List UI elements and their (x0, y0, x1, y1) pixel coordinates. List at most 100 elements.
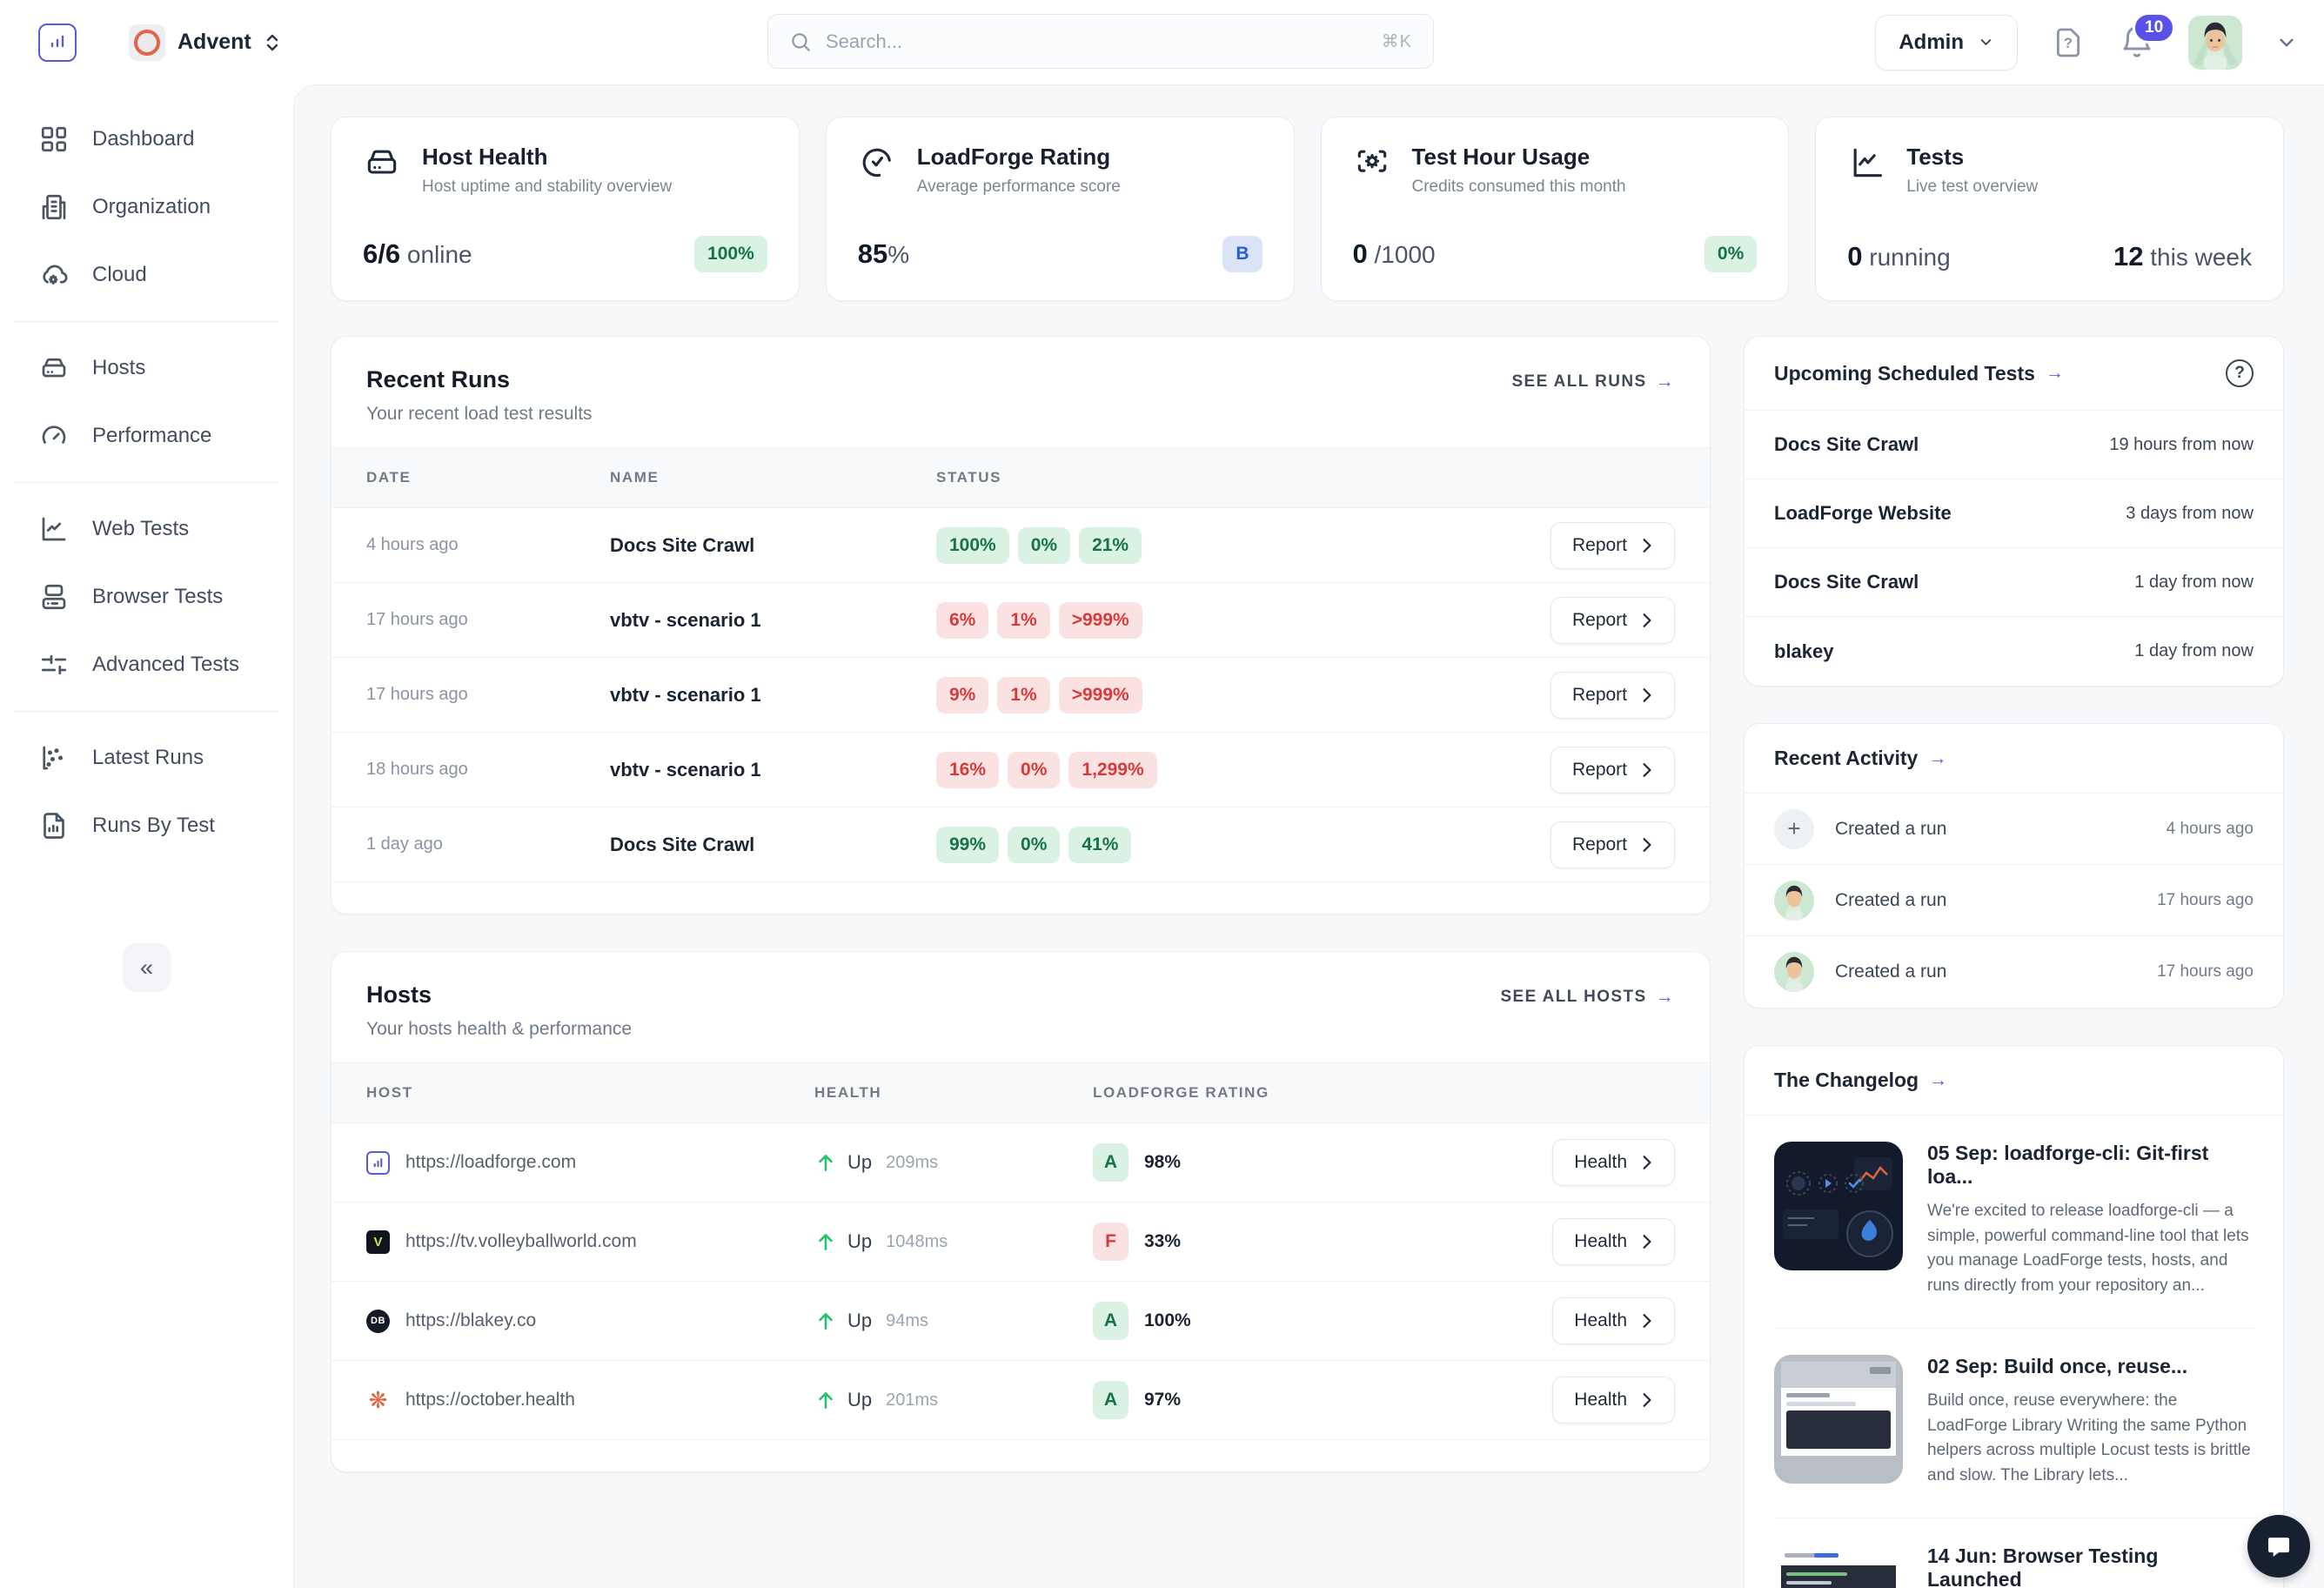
status-pill: 21% (1079, 526, 1142, 564)
search-bar[interactable]: ⌘K (767, 14, 1434, 69)
sidebar-item-performance[interactable]: Performance (0, 402, 293, 470)
run-date: 1 day ago (366, 834, 443, 854)
report-button-label: Report (1571, 759, 1627, 780)
up-arrow-icon (819, 1392, 833, 1409)
changelog-entry[interactable]: 14 Jun: Browser Testing Launched Until n… (1774, 1518, 2254, 1588)
sidebar-item-runs-by-test[interactable]: Runs By Test (0, 792, 293, 860)
hosts-card: Hosts Your hosts health & performance SE… (331, 951, 1711, 1472)
status-pill: >999% (1058, 676, 1142, 714)
sidebar-item-latest-runs[interactable]: Latest Runs (0, 724, 293, 792)
health-button[interactable]: Health (1552, 1297, 1675, 1344)
scheduled-test-name: Docs Site Crawl (1774, 571, 1919, 593)
run-row: 17 hours ago vbtv - scenario 1 6% 1% >99… (332, 583, 1710, 658)
host-row: https://loadforge.com Up 209ms A 98% (332, 1123, 1710, 1203)
sidebar-item-browser-tests[interactable]: Browser Tests (0, 563, 293, 631)
recent-activity-link[interactable]: Recent Activity → (1774, 747, 1946, 770)
org-switcher[interactable]: Advent (129, 23, 281, 61)
column-date: DATE (366, 469, 412, 486)
help-circle-icon[interactable]: ? (2226, 359, 2254, 387)
sidebar-collapse-button[interactable]: « (122, 943, 171, 992)
sidebar-label: Browser Tests (92, 585, 224, 608)
report-button[interactable]: Report (1550, 596, 1675, 644)
recent-runs-subtitle: Your recent load test results (366, 404, 593, 424)
credits-icon (1357, 150, 1386, 172)
sidebar-item-advanced-tests[interactable]: Advanced Tests (0, 631, 293, 699)
changelog-entry-body: Build once, reuse everywhere: the LoadFo… (1927, 1391, 2251, 1484)
scheduled-test-time: 19 hours from now (2109, 434, 2254, 454)
status-pill: 1,299% (1068, 751, 1157, 788)
changelog-link[interactable]: The Changelog → (1774, 1069, 1947, 1092)
sidebar-item-web-tests[interactable]: Web Tests (0, 495, 293, 563)
health-button[interactable]: Health (1552, 1218, 1675, 1265)
line-chart-icon (42, 517, 66, 541)
activity-avatar (1774, 952, 1814, 992)
activity-row[interactable]: + Created a run 4 hours ago (1745, 794, 2283, 865)
host-url: https://blakey.co (405, 1310, 537, 1330)
activity-row[interactable]: Created a run 17 hours ago (1745, 865, 2283, 936)
user-avatar[interactable] (2188, 15, 2242, 70)
sidebar-item-organization[interactable]: Organization (0, 173, 293, 241)
sidebar-label: Organization (92, 195, 211, 218)
app-logo[interactable] (38, 23, 77, 62)
chat-widget-button[interactable] (2247, 1515, 2310, 1578)
changelog-thumbnail (1774, 1355, 1903, 1484)
run-row: 18 hours ago vbtv - scenario 1 16% 0% 1,… (332, 733, 1710, 807)
left-column: Recent Runs Your recent load test result… (331, 336, 1711, 1588)
run-date: 4 hours ago (366, 535, 459, 554)
sidebar-label: Performance (92, 424, 212, 447)
changelog-entry[interactable]: 02 Sep: Build once, reuse... Build once,… (1774, 1329, 2254, 1518)
scheduled-test-row[interactable]: blakey 1 day from now (1745, 617, 2283, 686)
topbar: Advent ⌘K Admin (0, 0, 2324, 84)
sidebar-item-cloud[interactable]: Cloud (0, 241, 293, 309)
scheduled-test-row[interactable]: Docs Site Crawl 1 day from now (1745, 548, 2283, 617)
upcoming-tests-title: Upcoming Scheduled Tests (1774, 361, 2035, 385)
rating-score: 33% (1144, 1231, 1182, 1251)
help-button[interactable]: ? (2051, 25, 2086, 60)
see-all-hosts-link[interactable]: SEE ALL HOSTS → (1500, 987, 1675, 1008)
sidebar-item-dashboard[interactable]: Dashboard (0, 105, 293, 173)
scheduled-test-row[interactable]: Docs Site Crawl 19 hours from now (1745, 411, 2283, 479)
report-button[interactable]: Report (1550, 746, 1675, 794)
help-doc-icon: ? (2056, 28, 2080, 57)
chevron-right-icon (1643, 1314, 1651, 1328)
changelog-entry-title: 02 Sep: Build once, reuse... (1927, 1355, 2188, 1377)
report-button-label: Report (1571, 609, 1627, 630)
rating-score: 100% (1144, 1310, 1191, 1330)
search-input[interactable] (826, 30, 1368, 53)
arrow-right-icon: → (1928, 747, 1947, 768)
health-button[interactable]: Health (1552, 1377, 1675, 1424)
notifications-button[interactable]: 10 (2119, 11, 2176, 61)
stat-subtitle: Live test overview (1906, 178, 2039, 196)
sidebar-item-hosts[interactable]: Hosts (0, 334, 293, 402)
user-menu-chevron-icon[interactable] (2275, 31, 2298, 54)
scheduled-test-row[interactable]: LoadForge Website 3 days from now (1745, 479, 2283, 548)
browser-stack-icon (42, 584, 66, 610)
scheduled-test-time: 1 day from now (2134, 641, 2254, 660)
host-favicon-blakey: DB (366, 1309, 390, 1333)
activity-row[interactable]: Created a run 17 hours ago (1745, 936, 2283, 1008)
changelog-entry[interactable]: 05 Sep: loadforge-cli: Git-first loa... … (1774, 1116, 2254, 1329)
run-row: 4 hours ago Docs Site Crawl 100% 0% 21% … (332, 508, 1710, 583)
organization-icon (42, 194, 66, 220)
status-pill: 0% (1017, 526, 1071, 564)
admin-menu-label: Admin (1899, 30, 1964, 54)
run-name: vbtv - scenario 1 (610, 608, 761, 631)
run-date: 17 hours ago (366, 610, 468, 629)
upcoming-tests-link[interactable]: Upcoming Scheduled Tests → (1774, 362, 2064, 385)
org-select-chevrons-icon (266, 34, 278, 50)
see-all-runs-link[interactable]: SEE ALL RUNS → (1511, 372, 1675, 392)
dashboard-icon (41, 126, 67, 152)
up-arrow-icon (819, 1313, 833, 1330)
run-name: Docs Site Crawl (610, 533, 755, 556)
stats-row: Host Health Host uptime and stability ov… (331, 117, 2284, 301)
health-button[interactable]: Health (1552, 1139, 1675, 1186)
stat-suffix2: this week (2143, 244, 2252, 271)
report-button[interactable]: Report (1550, 671, 1675, 719)
admin-menu-button[interactable]: Admin (1875, 14, 2018, 70)
host-status: Up (847, 1230, 873, 1252)
up-arrow-icon (819, 1234, 833, 1250)
report-button[interactable]: Report (1550, 521, 1675, 569)
arrow-right-icon: → (1929, 1069, 1948, 1090)
host-latency: 201ms (886, 1390, 939, 1410)
report-button[interactable]: Report (1550, 821, 1675, 868)
